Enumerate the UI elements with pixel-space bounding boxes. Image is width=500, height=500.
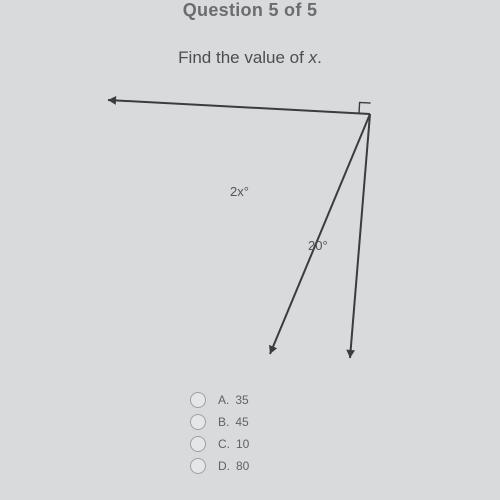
prompt-suffix: . xyxy=(317,48,322,67)
radio-icon xyxy=(190,436,206,452)
question-page: Question 5 of 5 Find the value of x. 2x°… xyxy=(0,0,500,500)
answer-value: 45 xyxy=(235,415,248,429)
radio-icon xyxy=(190,392,206,408)
radio-icon xyxy=(190,458,206,474)
angle-label-20: 20° xyxy=(308,238,328,253)
question-header: Question 5 of 5 xyxy=(0,0,500,21)
answer-list: A. 35 B. 45 C. 10 D. 80 xyxy=(190,392,249,480)
angle-label-2x: 2x° xyxy=(230,184,249,199)
answer-letter: D. xyxy=(218,459,230,473)
answer-option[interactable]: C. 10 xyxy=(190,436,249,452)
answer-option[interactable]: D. 80 xyxy=(190,458,249,474)
prompt-variable: x xyxy=(309,48,318,67)
answer-option[interactable]: B. 45 xyxy=(190,414,249,430)
answer-value: 10 xyxy=(236,437,249,451)
answer-letter: B. xyxy=(218,415,229,429)
answer-letter: C. xyxy=(218,437,230,451)
diagram-svg xyxy=(80,86,420,371)
prompt-prefix: Find the value of xyxy=(178,48,308,67)
answer-option[interactable]: A. 35 xyxy=(190,392,249,408)
answer-letter: A. xyxy=(218,393,229,407)
answer-value: 35 xyxy=(235,393,248,407)
answer-value: 80 xyxy=(236,459,249,473)
radio-icon xyxy=(190,414,206,430)
angle-diagram xyxy=(80,86,420,371)
question-prompt: Find the value of x. xyxy=(0,48,500,68)
